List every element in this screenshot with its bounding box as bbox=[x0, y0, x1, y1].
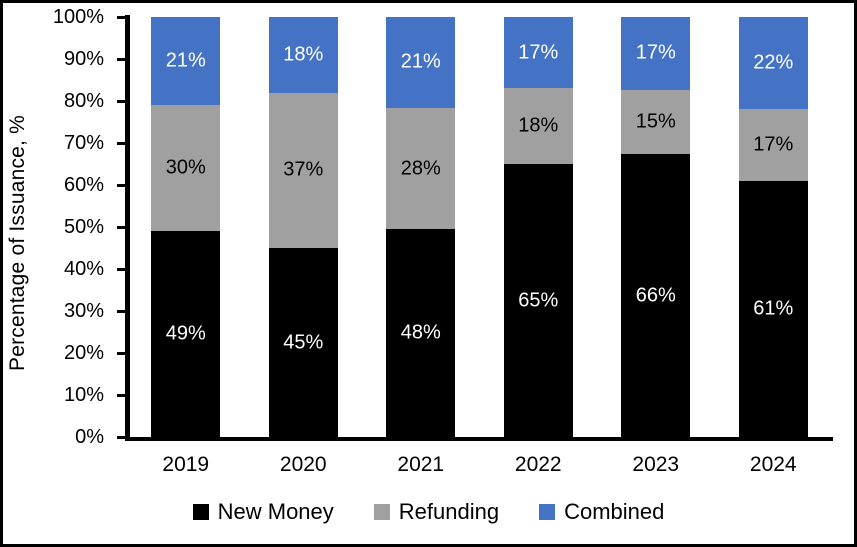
bar-segment-combined: 17% bbox=[621, 17, 691, 90]
bar-value-label: 28% bbox=[400, 157, 441, 180]
bar-segment-new-money: 48% bbox=[386, 229, 456, 437]
legend-label: New Money bbox=[217, 499, 334, 524]
y-axis-tick bbox=[117, 351, 125, 355]
legend-swatch-combined bbox=[539, 504, 556, 520]
bar-segment-refunding: 18% bbox=[503, 88, 573, 164]
x-axis-label: 2020 bbox=[279, 453, 327, 476]
y-axis-line bbox=[125, 15, 130, 441]
bar-value-label: 18% bbox=[283, 43, 324, 66]
bar-segment-combined: 21% bbox=[386, 17, 456, 108]
y-axis-tick bbox=[117, 15, 125, 19]
bar-segment-refunding: 17% bbox=[738, 109, 808, 181]
bar-value-label: 37% bbox=[283, 158, 324, 181]
bar-value-label: 17% bbox=[518, 41, 559, 64]
bar-segment-new-money: 66% bbox=[621, 154, 691, 437]
bar-value-label: 17% bbox=[635, 41, 676, 64]
bar-segment-refunding: 30% bbox=[151, 105, 221, 232]
y-axis-tick-label: 90% bbox=[63, 48, 104, 70]
bar-value-label: 48% bbox=[400, 321, 441, 344]
x-axis-label: 2023 bbox=[632, 453, 680, 476]
y-axis-tick-label: 10% bbox=[63, 384, 104, 406]
y-axis-tick-label: 0% bbox=[75, 426, 104, 448]
y-axis-tick bbox=[117, 183, 125, 187]
y-axis-tick bbox=[117, 309, 125, 313]
bar-segment-refunding: 37% bbox=[268, 92, 338, 248]
bar-value-label: 30% bbox=[165, 156, 206, 179]
y-axis-tick bbox=[117, 57, 125, 61]
bar-value-label: 45% bbox=[283, 331, 324, 353]
bar-segment-refunding: 28% bbox=[386, 107, 456, 230]
x-axis-label: 2022 bbox=[514, 453, 562, 476]
y-axis-tick-label: 30% bbox=[63, 300, 104, 322]
bar-value-label: 66% bbox=[635, 284, 676, 307]
x-axis-label: 2021 bbox=[397, 453, 445, 476]
bar-segment-new-money: 65% bbox=[503, 164, 573, 437]
y-axis-tick bbox=[117, 393, 125, 397]
bar-segment-new-money: 45% bbox=[268, 248, 338, 437]
bar-value-label: 18% bbox=[518, 114, 559, 137]
bar-value-label: 49% bbox=[165, 322, 206, 345]
y-axis-tick-label: 20% bbox=[63, 342, 104, 364]
y-axis-tick bbox=[117, 99, 125, 103]
legend-swatch-refunding bbox=[373, 504, 390, 520]
x-axis-label: 2019 bbox=[162, 453, 210, 476]
y-axis-tick bbox=[117, 225, 125, 229]
bar-segment-combined: 17% bbox=[503, 17, 573, 89]
legend-item-refunding: Refunding bbox=[373, 499, 500, 525]
y-axis-tick-label: 70% bbox=[63, 132, 104, 154]
x-axis-label: 2024 bbox=[749, 453, 797, 476]
bar-value-label: 15% bbox=[635, 110, 676, 133]
bar-value-label: 22% bbox=[753, 51, 794, 74]
y-axis-tick-label: 80% bbox=[63, 90, 104, 112]
legend: New Money Refunding Combined bbox=[0, 497, 857, 527]
legend-item-combined: Combined bbox=[539, 499, 664, 525]
y-axis-tick-label: 60% bbox=[63, 174, 104, 196]
bar-segment-combined: 18% bbox=[268, 17, 338, 93]
y-axis-tick bbox=[117, 267, 125, 271]
x-axis-line bbox=[125, 437, 833, 441]
y-axis-tick-label: 50% bbox=[63, 216, 104, 238]
bar-value-label: 17% bbox=[753, 133, 794, 156]
bar-segment-combined: 22% bbox=[738, 17, 808, 110]
bar-value-label: 65% bbox=[518, 289, 559, 311]
bar-value-label: 21% bbox=[165, 49, 206, 72]
bar-segment-new-money: 61% bbox=[738, 180, 808, 437]
bar-segment-combined: 21% bbox=[151, 17, 221, 106]
bar-value-label: 21% bbox=[400, 50, 441, 73]
y-axis-tick bbox=[117, 435, 125, 439]
bar-value-label: 61% bbox=[753, 297, 794, 320]
y-axis-tick-label: 100% bbox=[52, 6, 104, 28]
y-axis-tick bbox=[117, 141, 125, 145]
legend-item-new-money: New Money bbox=[192, 499, 334, 525]
bar-segment-new-money: 49% bbox=[151, 231, 221, 437]
bar-segment-refunding: 15% bbox=[621, 89, 691, 155]
legend-label: Combined bbox=[564, 499, 665, 524]
legend-label: Refunding bbox=[398, 499, 500, 524]
legend-swatch-new-money bbox=[192, 504, 209, 520]
y-axis-tick-label: 40% bbox=[63, 258, 104, 280]
